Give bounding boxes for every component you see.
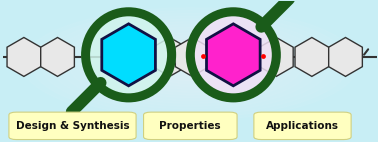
Polygon shape (329, 37, 363, 76)
Polygon shape (295, 37, 329, 76)
Text: Design & Synthesis: Design & Synthesis (16, 121, 129, 131)
Ellipse shape (186, 8, 280, 102)
Text: Properties: Properties (160, 121, 221, 131)
Polygon shape (175, 37, 209, 76)
Polygon shape (7, 37, 41, 76)
Polygon shape (259, 37, 293, 76)
Polygon shape (102, 24, 155, 86)
Polygon shape (41, 37, 74, 76)
Polygon shape (153, 37, 187, 76)
FancyBboxPatch shape (144, 112, 237, 140)
Point (200, 54, 206, 57)
Polygon shape (206, 24, 260, 86)
Text: Applications: Applications (266, 121, 339, 131)
Point (260, 54, 266, 57)
Ellipse shape (81, 8, 176, 102)
FancyBboxPatch shape (254, 112, 351, 140)
FancyBboxPatch shape (9, 112, 136, 140)
